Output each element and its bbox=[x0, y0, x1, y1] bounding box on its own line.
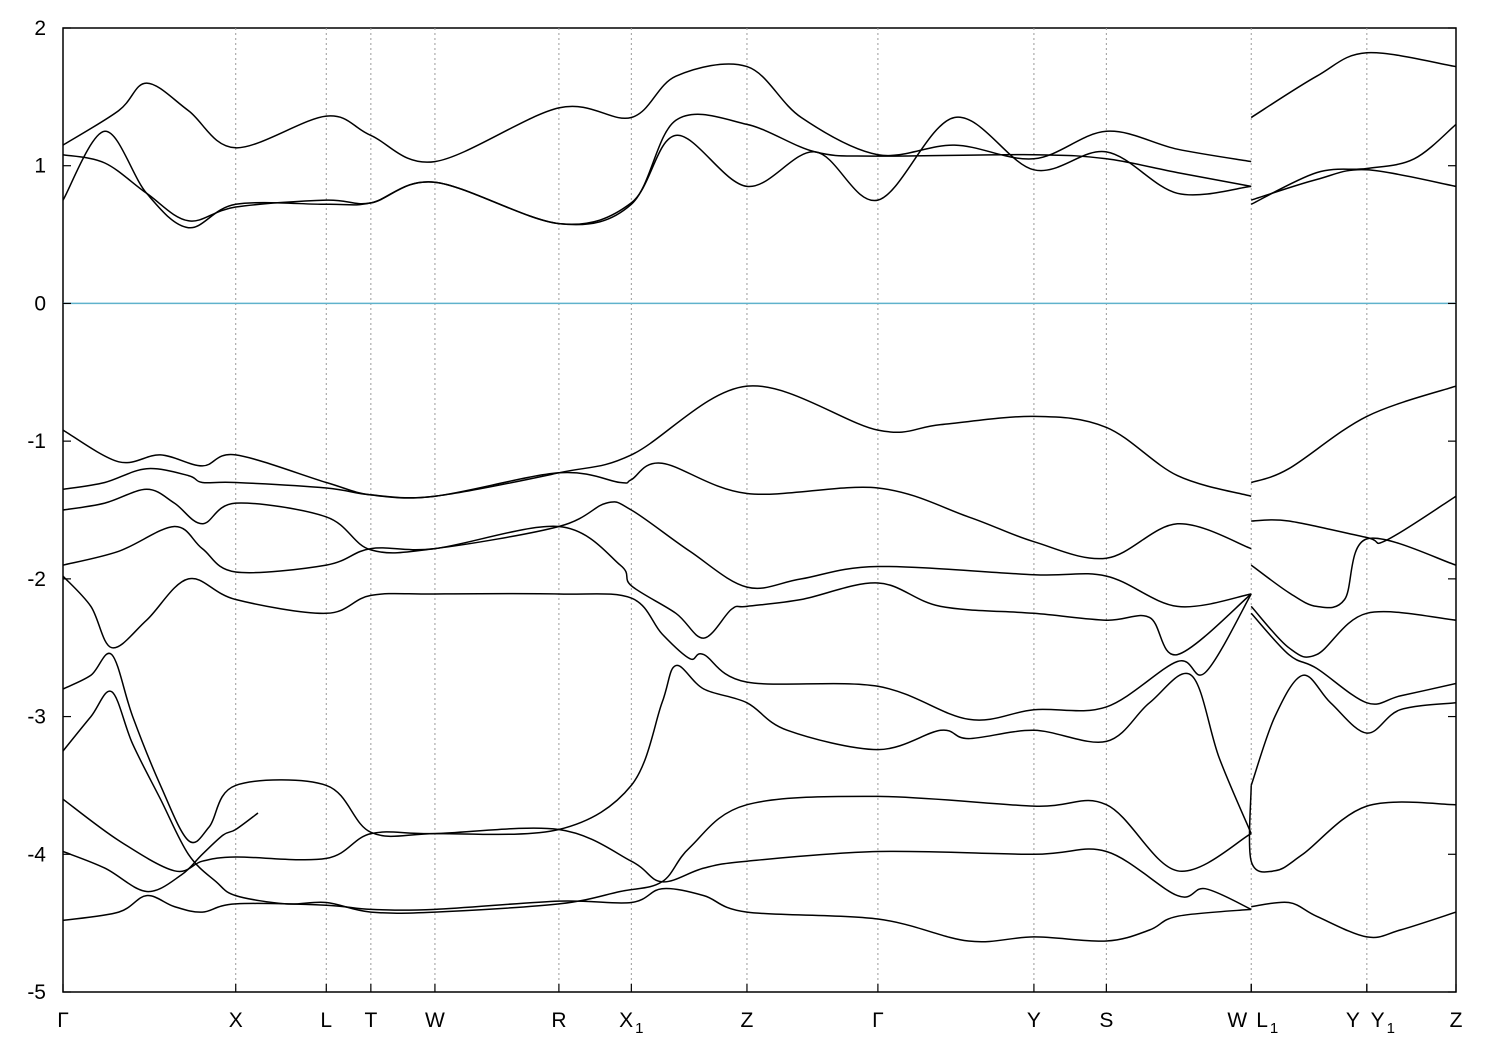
band-line-10 bbox=[63, 525, 1252, 656]
band-line-11 bbox=[1250, 605, 1456, 658]
series-layer bbox=[63, 51, 1456, 943]
x-tick-label-13: Y bbox=[1346, 1009, 1360, 1032]
band-line-16 bbox=[63, 385, 1252, 499]
band-line-7 bbox=[1250, 674, 1456, 786]
y-axis: -5 -4 -3 -2 -1 0 1 2 bbox=[27, 17, 1456, 1004]
y-tick-label-5: 0 bbox=[34, 292, 46, 315]
x-tick-label-10: S bbox=[1099, 1009, 1113, 1032]
x-tick-label-0: Γ bbox=[57, 1009, 69, 1032]
grid-layer bbox=[235, 28, 1368, 992]
y-tick-label-4: -1 bbox=[27, 430, 46, 453]
band-line-23 bbox=[1250, 51, 1456, 119]
x-tick-label-11: W bbox=[1227, 1009, 1247, 1032]
band-line-6 bbox=[63, 652, 1252, 844]
band-line-0 bbox=[63, 887, 1252, 943]
plot-frame bbox=[62, 27, 1457, 993]
band-line-20 bbox=[63, 113, 1252, 226]
x-tick-label-4: W bbox=[425, 1009, 445, 1032]
band-line-1 bbox=[1251, 901, 1456, 939]
x-tick-label-8: Γ bbox=[872, 1009, 884, 1032]
band-line-21 bbox=[1250, 123, 1456, 205]
band-line-3 bbox=[63, 798, 1252, 911]
x-tick-label-5: R bbox=[551, 1009, 566, 1032]
y-tick-label-1: -4 bbox=[27, 843, 46, 866]
band-line-4 bbox=[63, 690, 1252, 914]
band-line-5 bbox=[1248, 785, 1456, 873]
band-line-22 bbox=[63, 63, 1252, 163]
band-line-19 bbox=[1250, 168, 1456, 201]
y-tick-label-3: -2 bbox=[27, 568, 46, 591]
y-tick-label-7: 2 bbox=[34, 17, 46, 40]
x-tick-label-3: T bbox=[364, 1009, 377, 1032]
band-line-14 bbox=[63, 462, 1252, 560]
x-tick-label-2: L bbox=[320, 1009, 332, 1032]
x-tick-label-1: X bbox=[229, 1009, 243, 1032]
band-line-8 bbox=[63, 575, 1252, 721]
band-line-2 bbox=[63, 812, 259, 893]
band-line-15 bbox=[1251, 495, 1456, 545]
band-line-17 bbox=[1250, 385, 1456, 484]
x-tick-label-7: Z bbox=[741, 1009, 754, 1032]
y-tick-label-6: 1 bbox=[34, 155, 46, 178]
band-line-9 bbox=[1250, 612, 1456, 705]
x-tick-label-9: Y bbox=[1027, 1009, 1041, 1032]
band-line-18 bbox=[63, 116, 1252, 229]
band-line-13 bbox=[1250, 537, 1456, 609]
x-tick-label-15: Z bbox=[1450, 1009, 1463, 1032]
y-tick-label-2: -3 bbox=[27, 706, 46, 729]
y-tick-label-0: -5 bbox=[27, 981, 46, 1004]
band-line-12 bbox=[63, 488, 1252, 608]
